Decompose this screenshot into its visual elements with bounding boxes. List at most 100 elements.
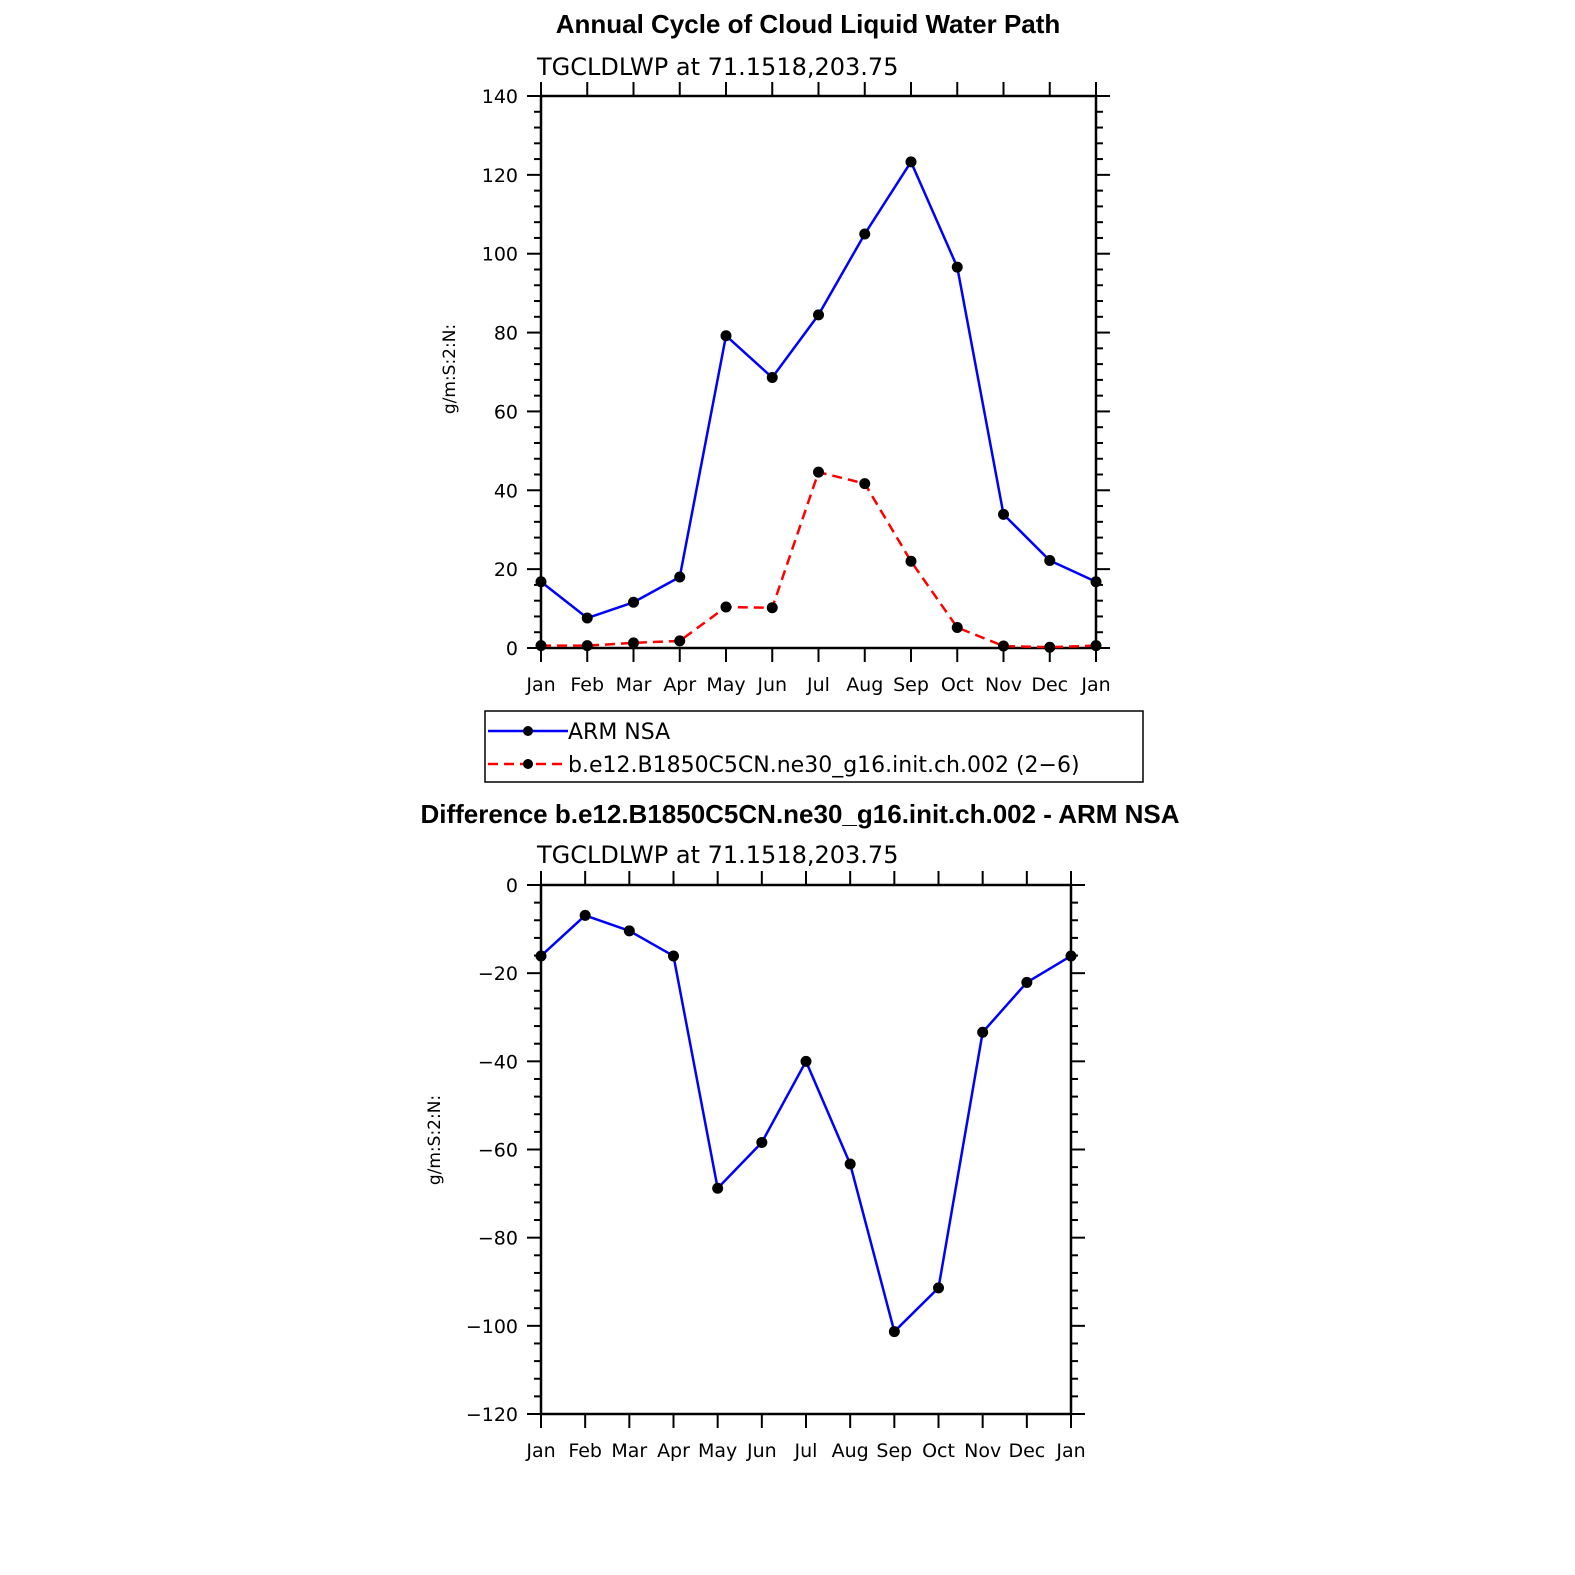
data-point xyxy=(581,640,593,652)
y-tick-label: −100 xyxy=(466,1316,518,1338)
data-point xyxy=(813,309,824,321)
x-tick-label: Jun xyxy=(746,1440,777,1462)
legend-marker-arm-nsa xyxy=(523,726,533,736)
x-tick-label: Dec xyxy=(1008,1440,1045,1462)
legend-label-model: b.e12.B1850C5CN.ne30_g16.init.ch.002 (2−… xyxy=(568,753,1080,778)
data-point xyxy=(977,1026,989,1038)
y-tick-label: 0 xyxy=(506,875,518,897)
x-tick-label: Jan xyxy=(1055,1440,1085,1462)
data-point xyxy=(766,372,778,384)
x-tick-label: Sep xyxy=(876,1440,912,1462)
series-line-1 xyxy=(541,470,1097,649)
y-tick-label: 20 xyxy=(494,559,518,581)
data-point xyxy=(813,466,824,478)
data-point xyxy=(535,950,547,962)
y-axis-label: g/m:S:2:N: xyxy=(425,1095,445,1185)
x-tick-label: Jul xyxy=(794,1440,818,1462)
data-point xyxy=(628,596,639,608)
data-point xyxy=(623,925,635,937)
y-tick-label: 80 xyxy=(494,323,518,345)
plot-frame xyxy=(539,94,1098,650)
y-tick-label: −120 xyxy=(466,1404,518,1426)
x-tick-label: Apr xyxy=(663,674,696,696)
legend-label-arm-nsa: ARM NSA xyxy=(568,720,670,745)
x-tick-label: Feb xyxy=(568,1440,602,1462)
data-point xyxy=(998,640,1009,652)
x-tick-label: Aug xyxy=(832,1440,869,1462)
data-point xyxy=(720,601,732,613)
data-point xyxy=(720,330,732,342)
annual-cycle-chart: Annual Cycle of Cloud Liquid Water Path … xyxy=(440,9,1111,696)
chart-subtitle: TGCLDLWP at 71.1518,203.75 xyxy=(536,53,898,81)
data-point xyxy=(674,571,686,583)
difference-chart: Difference b.e12.B1850C5CN.ne30_g16.init… xyxy=(420,799,1179,1462)
x-tick-label: Apr xyxy=(657,1440,690,1462)
x-tick-label: Jan xyxy=(525,674,555,696)
x-tick-label: Nov xyxy=(985,674,1022,696)
x-tick-label: Aug xyxy=(846,674,883,696)
data-point xyxy=(628,637,639,649)
y-tick-label: −60 xyxy=(478,1140,518,1162)
data-point xyxy=(859,478,871,490)
x-tick-label: Mar xyxy=(616,674,652,696)
data-point xyxy=(951,621,963,633)
data-point xyxy=(905,555,917,567)
chart-title: Annual Cycle of Cloud Liquid Water Path xyxy=(556,9,1061,39)
data-point xyxy=(800,1055,812,1067)
data-point xyxy=(844,1158,856,1170)
data-point xyxy=(1065,950,1077,962)
data-point xyxy=(1044,641,1056,653)
data-point xyxy=(888,1326,900,1338)
data-point xyxy=(535,576,547,588)
x-tick-label: Sep xyxy=(893,674,929,696)
x-tick-label: Jun xyxy=(756,674,787,696)
x-tick-label: Jul xyxy=(806,674,830,696)
x-tick-label: Feb xyxy=(570,674,604,696)
y-tick-label: 120 xyxy=(482,165,518,187)
plot-frame xyxy=(539,883,1073,1416)
y-tick-label: 0 xyxy=(506,638,518,660)
data-point xyxy=(933,1282,944,1294)
data-point xyxy=(998,508,1009,520)
y-tick-label: −40 xyxy=(478,1051,518,1073)
data-point xyxy=(1021,976,1033,988)
x-tick-label: Jan xyxy=(525,1440,555,1462)
data-point xyxy=(756,1136,768,1148)
data-point xyxy=(951,261,963,273)
x-tick-label: May xyxy=(706,674,745,696)
x-tick-label: Mar xyxy=(611,1440,647,1462)
data-point xyxy=(712,1182,724,1194)
legend: ARM NSA b.e12.B1850C5CN.ne30_g16.init.ch… xyxy=(484,710,1144,783)
chart-title: Difference b.e12.B1850C5CN.ne30_g16.init… xyxy=(420,799,1179,829)
x-tick-label: Jan xyxy=(1080,674,1110,696)
x-tick-label: Oct xyxy=(941,674,974,696)
y-tick-label: 100 xyxy=(482,244,518,266)
series-line-0 xyxy=(540,914,1072,1333)
data-point xyxy=(766,602,778,614)
y-tick-label: 60 xyxy=(494,401,518,423)
y-tick-label: −20 xyxy=(478,963,518,985)
series-line-0 xyxy=(540,160,1097,620)
data-point xyxy=(668,950,679,962)
data-point xyxy=(535,640,547,652)
legend-marker-model xyxy=(523,759,533,769)
y-tick-label: −80 xyxy=(478,1228,518,1250)
data-point xyxy=(581,612,593,624)
x-tick-label: Oct xyxy=(922,1440,955,1462)
data-point xyxy=(859,228,871,240)
x-tick-label: Dec xyxy=(1031,674,1068,696)
legend-box xyxy=(484,710,1144,783)
data-point xyxy=(1044,554,1056,566)
y-axis-label: g/m:S:2:N: xyxy=(440,324,460,414)
x-tick-label: Nov xyxy=(964,1440,1001,1462)
data-point xyxy=(905,156,917,168)
data-point xyxy=(1090,640,1102,652)
chart-subtitle: TGCLDLWP at 71.1518,203.75 xyxy=(536,841,898,869)
y-tick-label: 40 xyxy=(494,480,518,502)
y-tick-label: 140 xyxy=(482,86,518,108)
data-point xyxy=(1090,576,1102,588)
x-tick-label: May xyxy=(698,1440,737,1462)
data-point xyxy=(674,635,686,647)
data-point xyxy=(579,909,591,921)
